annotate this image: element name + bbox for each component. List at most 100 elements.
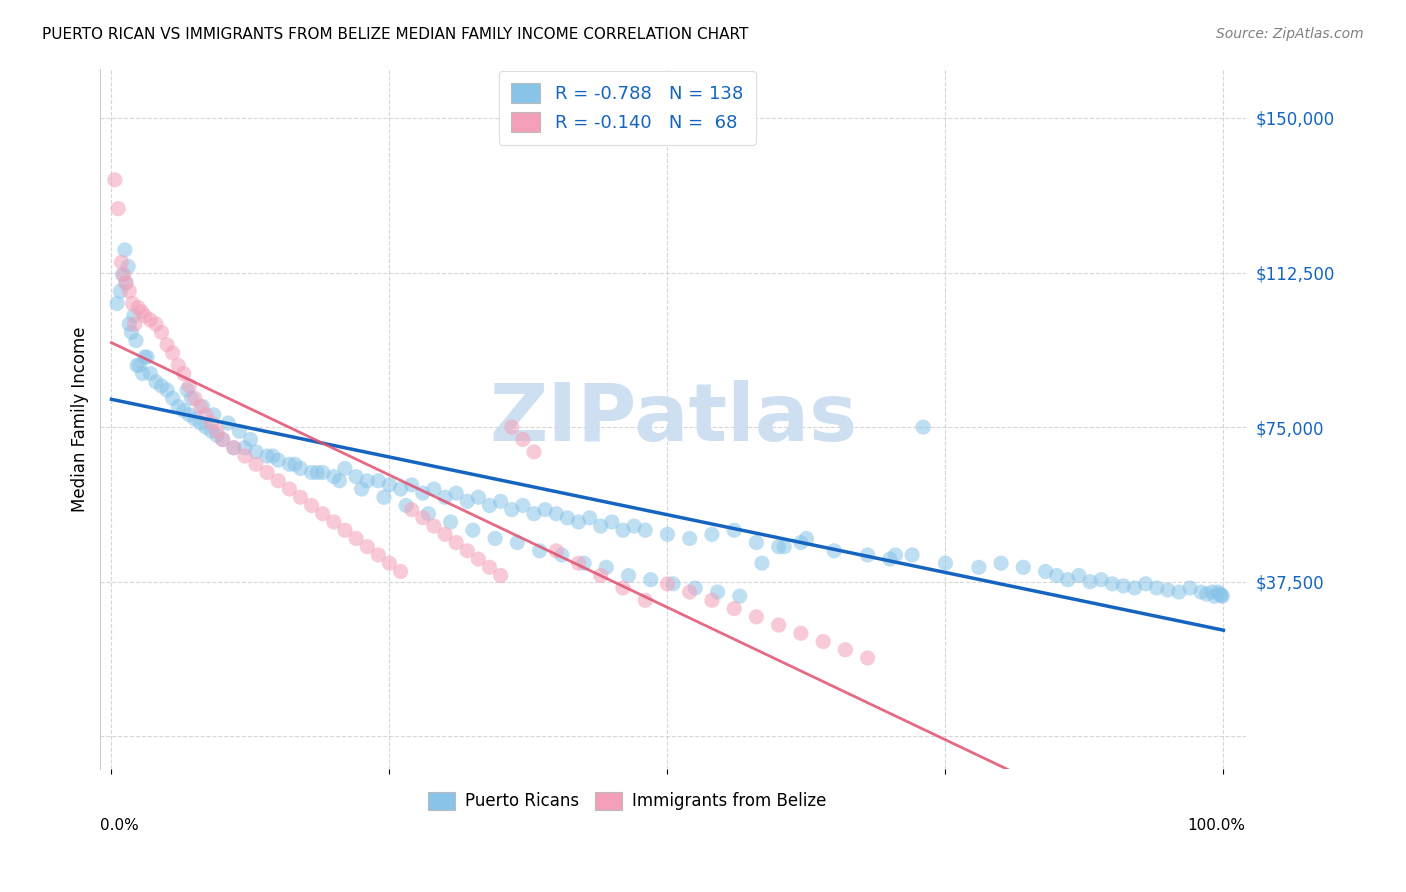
Point [1135, 577, 1157, 591]
Point [239, 433, 262, 447]
Point [110, 284, 132, 298]
Point [901, 548, 924, 562]
Point [395, 499, 418, 513]
Point [228, 425, 250, 439]
Point [233, 441, 256, 455]
Point [439, 515, 461, 529]
Point [173, 367, 195, 381]
Point [467, 490, 489, 504]
Point [489, 568, 512, 582]
Point [617, 568, 640, 582]
Point [162, 346, 184, 360]
Point [700, 593, 723, 607]
Point [118, 317, 141, 331]
Point [312, 466, 335, 480]
Point [434, 490, 457, 504]
Point [131, 367, 153, 381]
Point [512, 499, 534, 513]
Point [506, 535, 529, 549]
Point [551, 548, 574, 562]
Legend: Puerto Ricans, Immigrants from Belize: Puerto Ricans, Immigrants from Belize [422, 785, 834, 817]
Point [401, 478, 423, 492]
Point [233, 449, 256, 463]
Point [176, 383, 198, 397]
Point [1189, 585, 1212, 599]
Point [1012, 560, 1035, 574]
Point [1046, 568, 1069, 582]
Point [501, 420, 523, 434]
Text: Source: ZipAtlas.com: Source: ZipAtlas.com [1216, 27, 1364, 41]
Point [222, 441, 245, 455]
Point [634, 593, 657, 607]
Point [256, 449, 278, 463]
Point [567, 556, 589, 570]
Point [128, 359, 150, 373]
Point [546, 507, 568, 521]
Point [1112, 579, 1135, 593]
Point [467, 552, 489, 566]
Point [156, 337, 179, 351]
Point [529, 544, 551, 558]
Point [834, 642, 856, 657]
Point [245, 457, 267, 471]
Point [444, 535, 467, 549]
Point [1056, 573, 1078, 587]
Point [934, 556, 956, 570]
Point [1211, 589, 1233, 603]
Point [1090, 573, 1112, 587]
Point [546, 544, 568, 558]
Point [111, 268, 134, 282]
Point [723, 523, 745, 537]
Point [267, 474, 290, 488]
Point [312, 507, 335, 521]
Point [1123, 581, 1146, 595]
Point [179, 408, 201, 422]
Point [640, 573, 662, 587]
Point [156, 383, 179, 397]
Point [751, 556, 773, 570]
Point [1201, 585, 1223, 599]
Point [190, 416, 212, 430]
Point [572, 556, 595, 570]
Point [1206, 585, 1229, 599]
Point [444, 486, 467, 500]
Point [301, 499, 323, 513]
Point [124, 317, 146, 331]
Point [125, 359, 148, 373]
Point [322, 515, 344, 529]
Point [145, 375, 167, 389]
Point [110, 255, 132, 269]
Point [179, 379, 201, 393]
Point [190, 400, 212, 414]
Point [461, 523, 484, 537]
Point [173, 403, 195, 417]
Point [290, 490, 312, 504]
Point [600, 515, 623, 529]
Point [195, 408, 218, 422]
Point [700, 527, 723, 541]
Point [195, 420, 218, 434]
Point [278, 457, 301, 471]
Point [662, 577, 685, 591]
Text: ZIPatlas: ZIPatlas [489, 380, 858, 458]
Point [333, 523, 356, 537]
Point [105, 296, 128, 310]
Point [1101, 577, 1123, 591]
Point [595, 560, 617, 574]
Point [523, 445, 546, 459]
Point [131, 304, 153, 318]
Point [478, 499, 501, 513]
Point [879, 552, 901, 566]
Point [884, 548, 907, 562]
Point [200, 416, 222, 430]
Point [1067, 568, 1090, 582]
Point [484, 532, 506, 546]
Point [489, 494, 512, 508]
Point [1195, 587, 1218, 601]
Point [118, 284, 141, 298]
Point [1035, 565, 1057, 579]
Point [434, 527, 457, 541]
Point [115, 276, 138, 290]
Point [267, 453, 290, 467]
Point [222, 441, 245, 455]
